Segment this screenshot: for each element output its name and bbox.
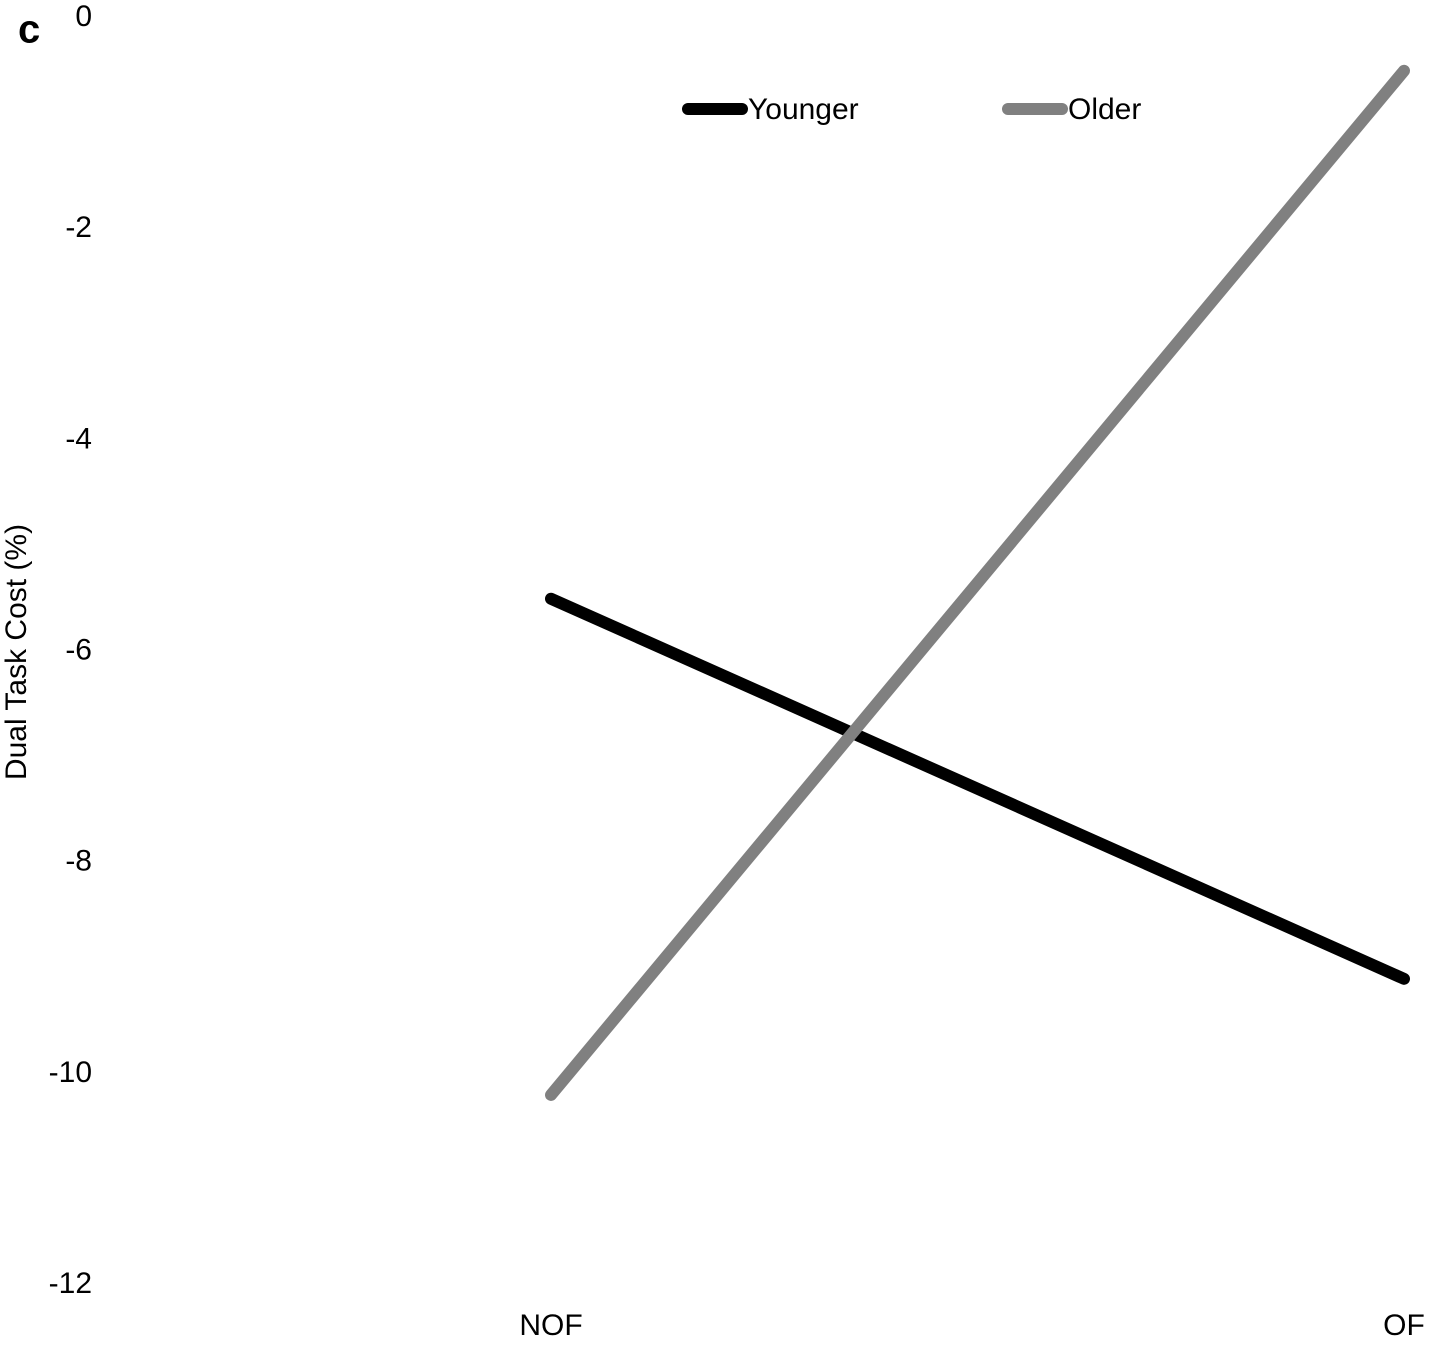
panel-label: c (18, 8, 40, 52)
y-tick-label: -10 (49, 1056, 92, 1089)
line (545, 64, 1410, 1101)
y-tick-label: -8 (65, 845, 92, 878)
y-tick-label: -2 (65, 211, 92, 244)
y-axis-label: Dual Task Cost (%) (0, 524, 33, 780)
legend-label: Older (1068, 93, 1141, 126)
line (545, 592, 1410, 985)
y-tick-label: -6 (65, 633, 92, 666)
y-tick-label: -12 (49, 1267, 92, 1300)
y-tick-label: -4 (65, 422, 92, 455)
y-tick-label: 0 (75, 0, 92, 33)
x-tick-label: OF (1383, 1309, 1425, 1342)
legend-label: Younger (748, 93, 859, 126)
x-tick-label: NOF (519, 1309, 582, 1342)
